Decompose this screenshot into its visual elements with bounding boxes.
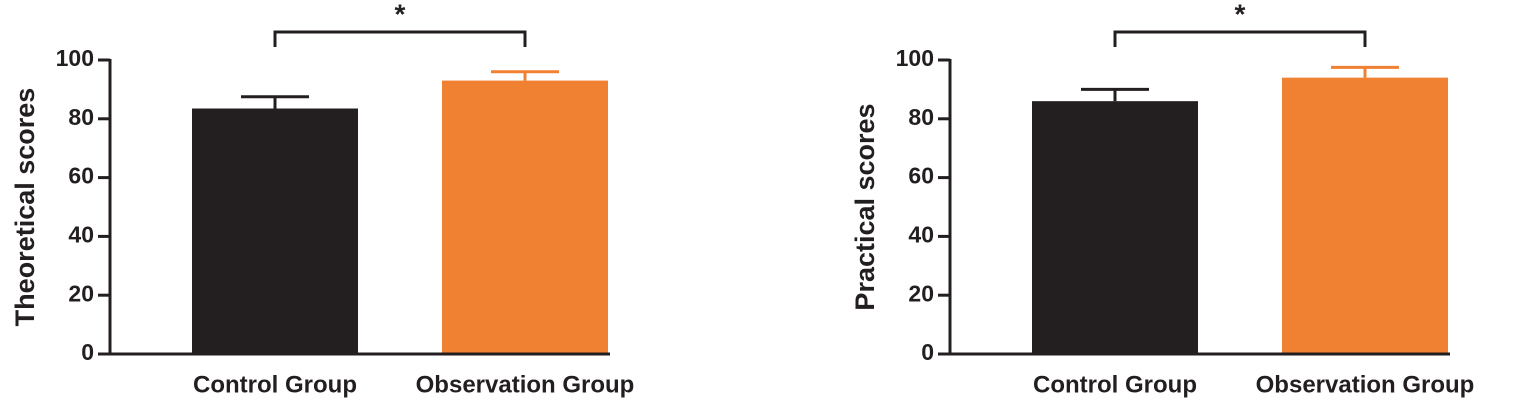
significance-bracket (1113, 30, 1367, 47)
significance-label: * (1235, 0, 1246, 29)
y-tick-label: 80 (908, 104, 934, 130)
x-tick-label: Observation Group (416, 371, 635, 398)
bar (192, 108, 358, 354)
y-tick-label: 0 (921, 339, 934, 365)
y-tick-label: 40 (908, 221, 934, 247)
y-tick-label: 100 (56, 45, 94, 71)
y-tick-label: 20 (908, 280, 934, 306)
y-tick-label: 80 (68, 104, 94, 130)
bar (1282, 77, 1448, 354)
y-tick-label: 20 (68, 280, 94, 306)
y-tick-label: 60 (68, 163, 94, 189)
y-tick-label: 100 (896, 45, 934, 71)
x-tick-label: Control Group (1033, 371, 1197, 398)
y-tick-label: 40 (68, 221, 94, 247)
bar (1032, 101, 1198, 354)
y-tick-label: 60 (908, 163, 934, 189)
x-tick-label: Observation Group (1256, 371, 1475, 398)
significance-bracket (273, 30, 527, 47)
y-axis-title: Practical scores (850, 103, 880, 310)
y-tick-label: 0 (81, 339, 94, 365)
y-axis-title: Theoretical scores (10, 88, 40, 327)
bar (442, 80, 608, 354)
significance-label: * (395, 0, 406, 29)
x-tick-label: Control Group (193, 371, 357, 398)
